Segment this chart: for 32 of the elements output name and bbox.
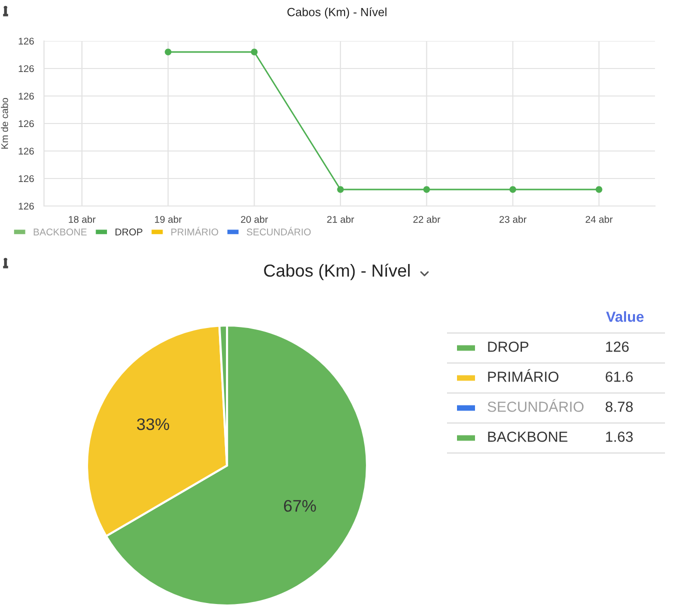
x-tick-label: 24 abr [586, 216, 613, 223]
legend-label: BACKBONE [488, 432, 568, 442]
legend-label: SECUNDÁRIO [246, 226, 311, 236]
x-tick-label: 23 abr [500, 216, 526, 223]
legend-label: DROP [116, 228, 142, 236]
x-tick-label: 18 abr [68, 216, 96, 223]
data-label: 61.6 [606, 372, 633, 382]
chart-title: Cabos (Km) - Nível [264, 264, 410, 280]
legend-label: PRIMÁRIO [488, 369, 558, 382]
legend-title: Value [606, 311, 644, 322]
legend-label: SECUNDÁRIO [488, 399, 584, 412]
y-tick-label: 126 [18, 148, 34, 155]
chart-title: Cabos (Km) - Nível [287, 7, 386, 19]
data-label: 126 [606, 342, 629, 352]
y-tick-label: 126 [18, 202, 34, 210]
x-tick-label: 21 abr [327, 216, 354, 223]
legend-label: BACKBONE [34, 228, 87, 236]
text: 33% [137, 418, 170, 430]
y-tick-label: 126 [18, 175, 34, 182]
y-tick-label: 126 [18, 38, 34, 45]
y-axis-title: Km de cabo [0, 98, 8, 149]
data-label: 1.63 [606, 432, 633, 442]
x-tick-label: 22 abr [413, 216, 440, 223]
x-tick-label: 20 abr [240, 216, 268, 223]
legend-label: PRIMÁRIO [171, 226, 218, 236]
text: 8.78 [606, 402, 633, 412]
y-tick-label: 126 [18, 92, 34, 100]
legend-label: DROP [488, 342, 528, 352]
y-tick-label: 126 [18, 65, 34, 72]
y-tick-label: 126 [18, 120, 34, 128]
x-tick-label: 19 abr [155, 216, 182, 223]
text: 67% [284, 500, 316, 512]
